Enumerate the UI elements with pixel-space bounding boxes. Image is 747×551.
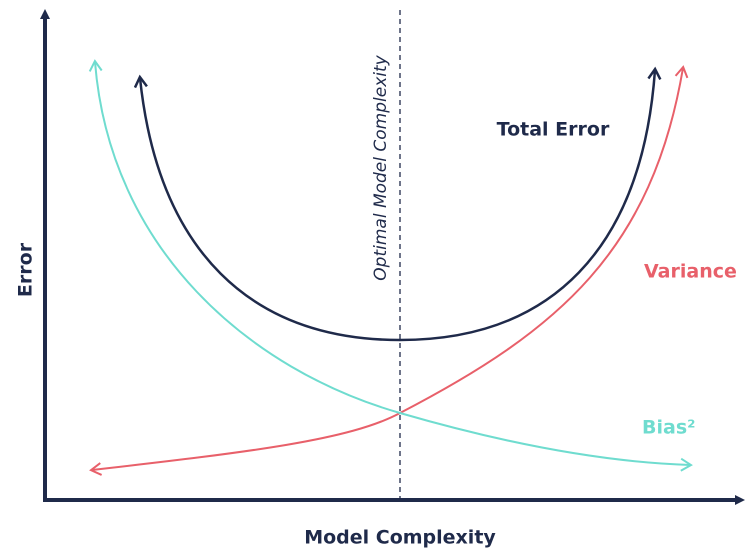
bias-curve (88, 59, 693, 472)
bias-label: Bias² (642, 417, 695, 439)
total-error-label: Total Error (497, 119, 610, 141)
variance-label: Variance (644, 261, 737, 283)
optimal-label: Optimal Model Complexity (371, 54, 391, 280)
total-error-curve (140, 70, 655, 342)
x-axis-label: Model Complexity (304, 527, 496, 549)
y-axis-label: Error (15, 242, 37, 297)
